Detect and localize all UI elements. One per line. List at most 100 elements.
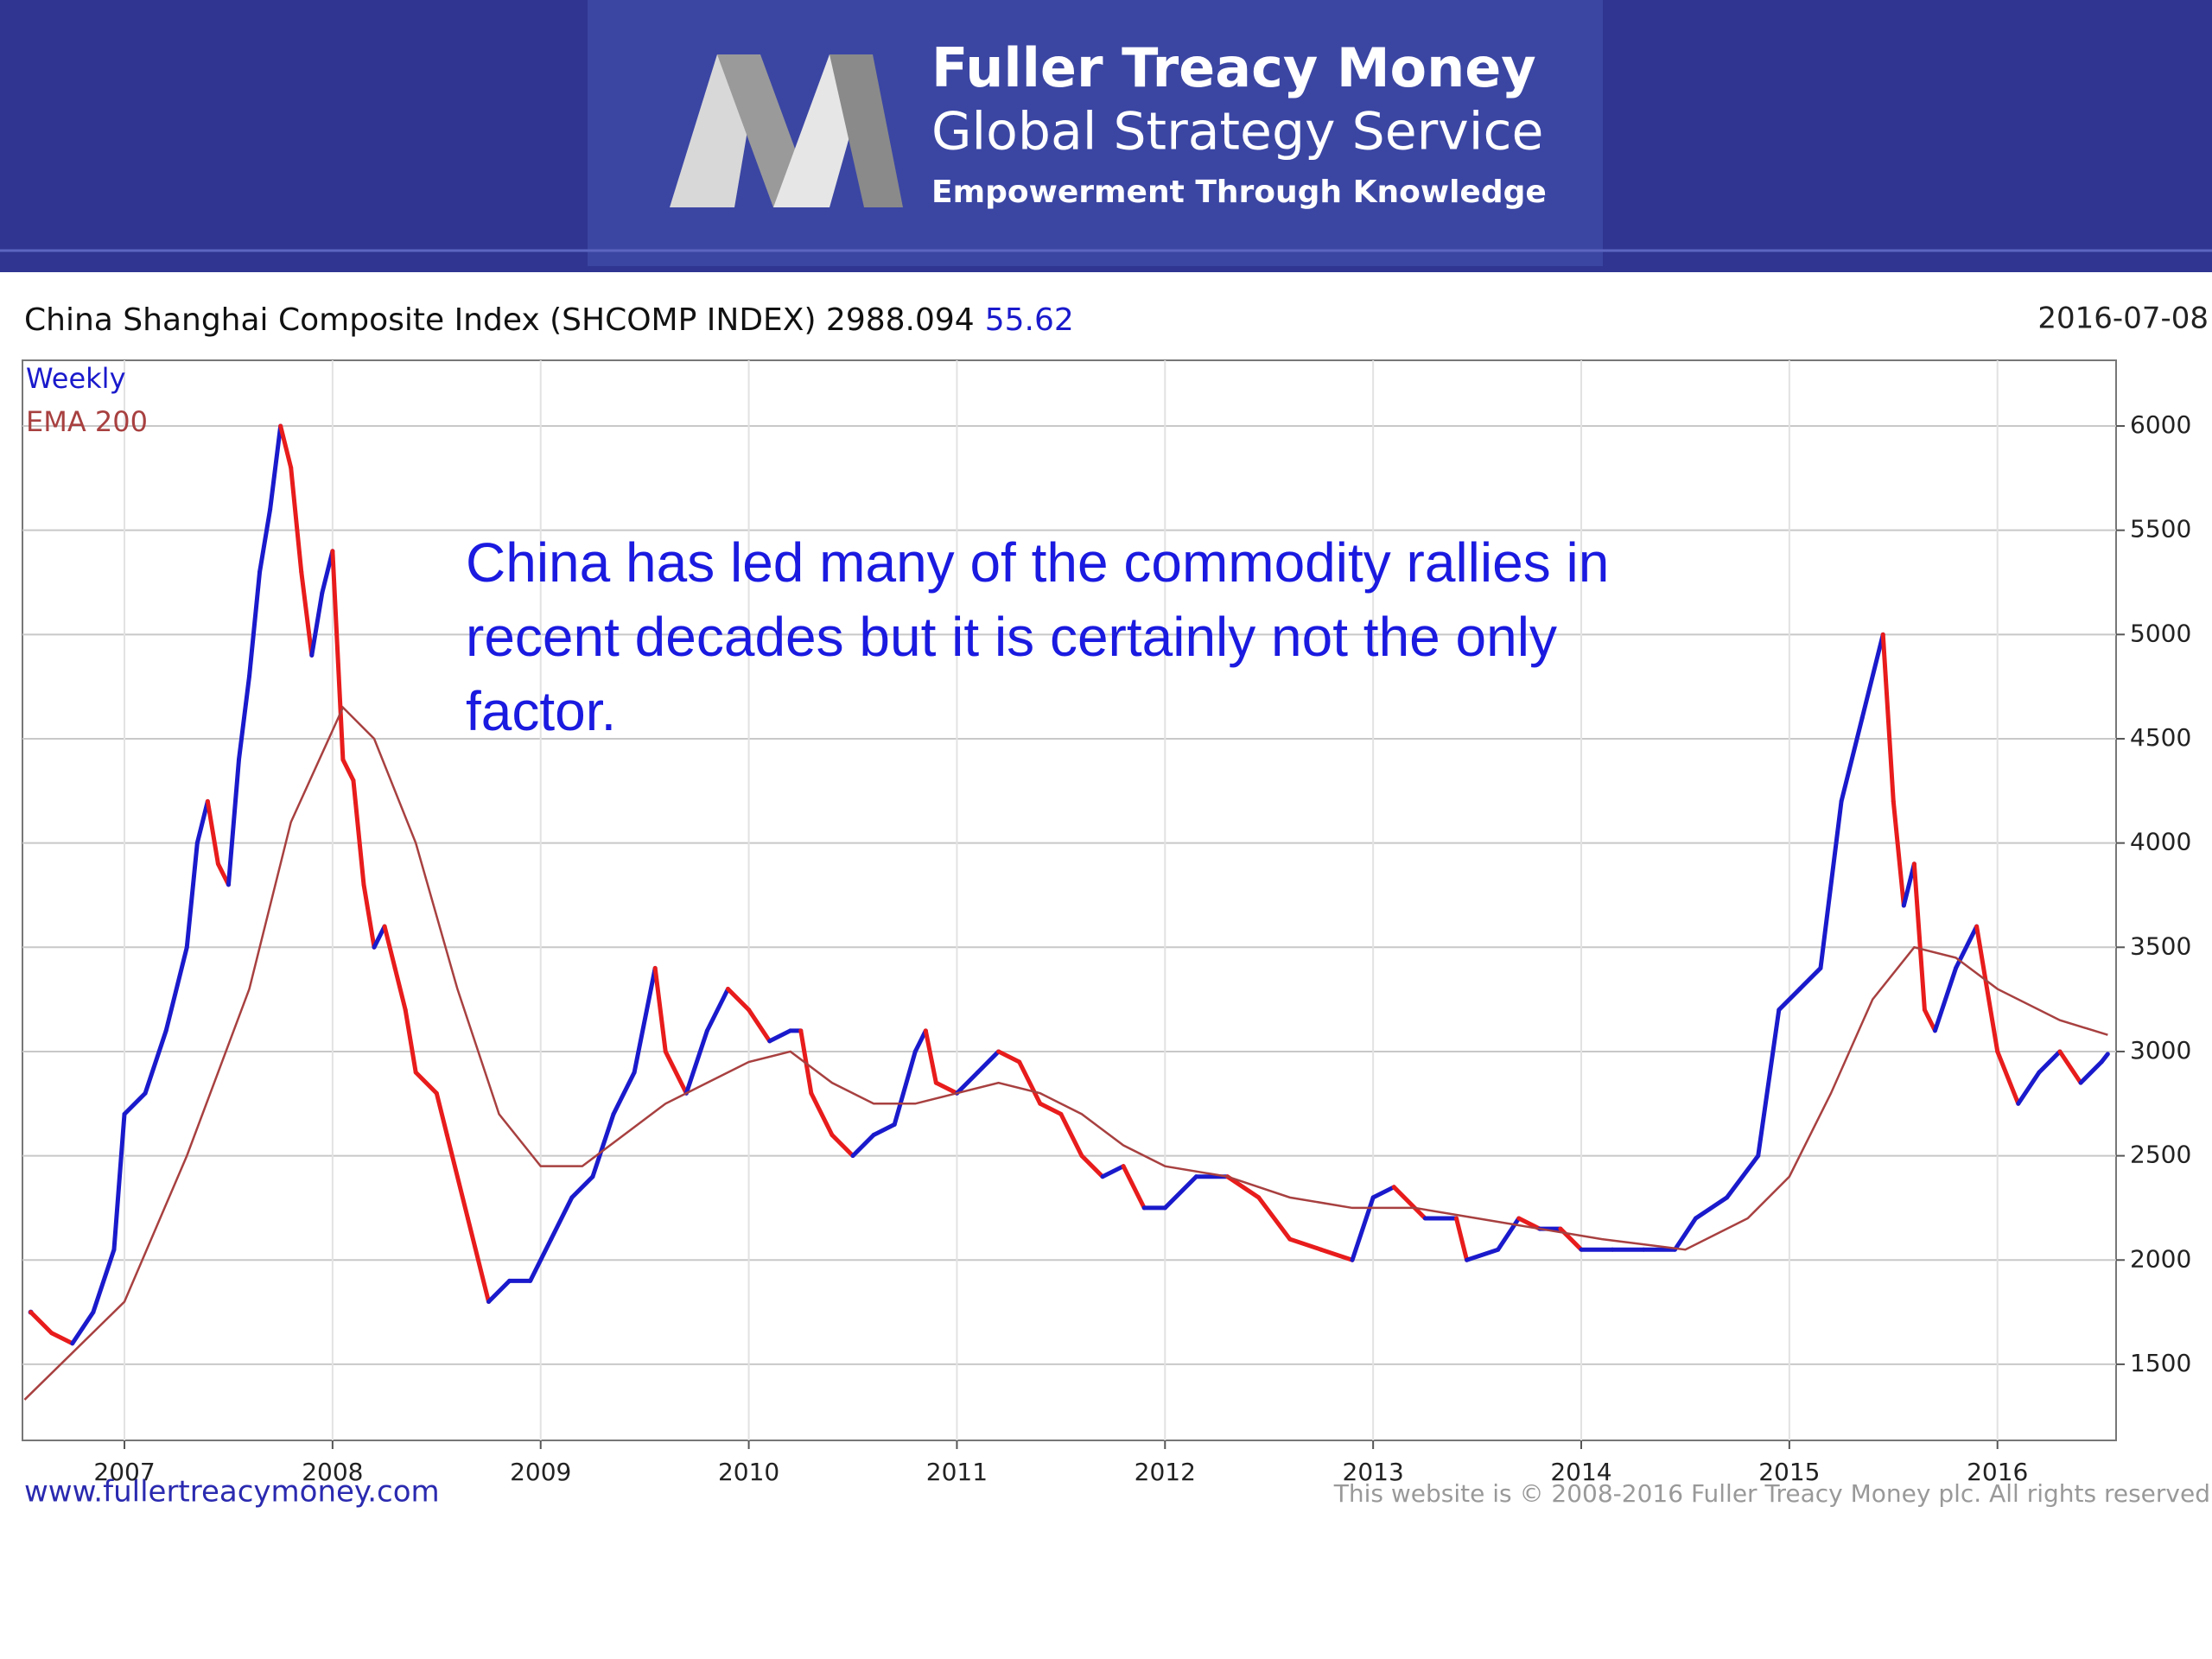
price-segment <box>1672 1216 1698 1252</box>
price-segment <box>830 1132 855 1159</box>
price-segment <box>143 1028 168 1096</box>
price-segment <box>278 423 294 470</box>
x-tick-label: 2014 <box>1550 1458 1611 1486</box>
price-segment <box>247 569 263 679</box>
source: www.fullertreacymoney.com <box>24 1475 440 1510</box>
price-segment <box>549 1195 575 1242</box>
price-segment <box>1839 715 1865 804</box>
price-segment <box>1901 861 1916 908</box>
price-segment <box>725 987 752 1013</box>
price-segment <box>465 1216 492 1305</box>
price-segment <box>1995 1049 2021 1106</box>
price-segment <box>1725 1154 1761 1200</box>
price-segment <box>236 674 252 762</box>
price-segment <box>330 549 346 762</box>
price-segment <box>403 1007 418 1075</box>
x-tick-label: 2015 <box>1758 1458 1820 1486</box>
y-tick-label: 6000 <box>2130 410 2191 439</box>
price-segment <box>1038 1101 1064 1116</box>
price-segment <box>747 1007 772 1044</box>
price-segment <box>1496 1216 1522 1252</box>
x-tick-label: 2007 <box>93 1458 155 1486</box>
price-segment <box>413 1070 439 1096</box>
price-segment <box>933 1080 959 1096</box>
price-segment <box>1391 1185 1427 1221</box>
tagline: Empowerment Through Knowledge <box>931 175 1547 210</box>
x-tick-label: 2009 <box>510 1458 571 1486</box>
price-segment <box>2099 1052 2110 1065</box>
price-segment <box>2037 1049 2063 1075</box>
price-segment <box>850 1132 876 1159</box>
price-segment <box>996 1049 1022 1065</box>
price-segment <box>361 882 377 950</box>
price-segment <box>569 1174 595 1200</box>
price-segment <box>1079 1154 1105 1179</box>
price-segment <box>590 1111 616 1179</box>
y-tick-label: 4500 <box>2130 723 2191 752</box>
date: 2016-07-08 <box>2037 302 2209 336</box>
legend-entry: EMA 200 <box>26 405 148 438</box>
price-segment <box>2016 1070 2042 1106</box>
price-segment <box>1859 632 1885 721</box>
price-segment <box>1256 1195 1293 1242</box>
price-segment <box>268 423 283 512</box>
price-segment <box>392 965 408 1013</box>
price-segment <box>29 1310 54 1336</box>
price-segment <box>1058 1111 1084 1159</box>
y-tick-label: 3000 <box>2130 1036 2191 1065</box>
price-segment <box>2057 1049 2083 1085</box>
x-tick-label: 2008 <box>302 1458 363 1486</box>
price-segment <box>1465 1247 1501 1262</box>
price-segment <box>809 1090 835 1137</box>
price-segment <box>611 1070 637 1116</box>
x-tick-label: 2010 <box>718 1458 779 1486</box>
price-segment <box>1922 1007 1937 1033</box>
price-segment <box>1880 632 1896 804</box>
price-segment <box>226 757 241 887</box>
price-segment <box>1017 1059 1043 1106</box>
price-segment <box>257 507 273 575</box>
price-segment <box>1225 1174 1262 1200</box>
y-tick-label: 4000 <box>2130 828 2191 856</box>
price-segment <box>122 1090 148 1116</box>
change: 55.62 <box>985 302 1074 338</box>
title: China Shanghai Composite Index (SHCOMP I… <box>24 302 975 338</box>
y-tick-label: 3500 <box>2130 931 2191 960</box>
price-segment <box>1777 987 1802 1013</box>
price-segment <box>70 1310 96 1346</box>
annotation: China has led many of the commodity rall… <box>466 531 1609 594</box>
price-segment <box>163 944 189 1033</box>
price-segment <box>340 757 356 783</box>
price-segment <box>1797 965 1823 992</box>
price-segment <box>309 590 325 658</box>
brand: Fuller Treacy Money <box>931 36 1536 99</box>
plot-frame <box>22 359 2117 1441</box>
price-segment <box>704 987 730 1033</box>
price-segment <box>1891 798 1906 908</box>
copyright: This website is © 2008-2016 Fuller Treac… <box>1333 1479 2210 1508</box>
price-segment <box>912 1028 928 1054</box>
price-segment <box>111 1111 127 1252</box>
legend-entry: Weekly <box>26 362 126 395</box>
price-segment <box>1162 1174 1198 1211</box>
price-segment <box>1693 1195 1730 1221</box>
price-segment <box>2078 1059 2104 1085</box>
price-segment <box>652 965 668 1054</box>
ema-line <box>23 705 2108 1401</box>
y-tick-label: 1500 <box>2130 1349 2191 1377</box>
price-segment <box>1287 1236 1324 1252</box>
price-segment <box>1453 1216 1470 1262</box>
annotation: recent decades but it is certainly not t… <box>466 606 1557 668</box>
price-segment <box>1932 965 1959 1033</box>
price-segment <box>683 1028 709 1096</box>
y-tick-label: 5500 <box>2130 515 2191 543</box>
annotation: factor. <box>466 680 616 742</box>
price-segment <box>871 1122 897 1137</box>
price-segment <box>351 778 366 887</box>
price-segment <box>444 1132 470 1221</box>
price-segment <box>205 798 220 867</box>
price-segment <box>1319 1247 1355 1262</box>
price-segment <box>1370 1185 1396 1200</box>
